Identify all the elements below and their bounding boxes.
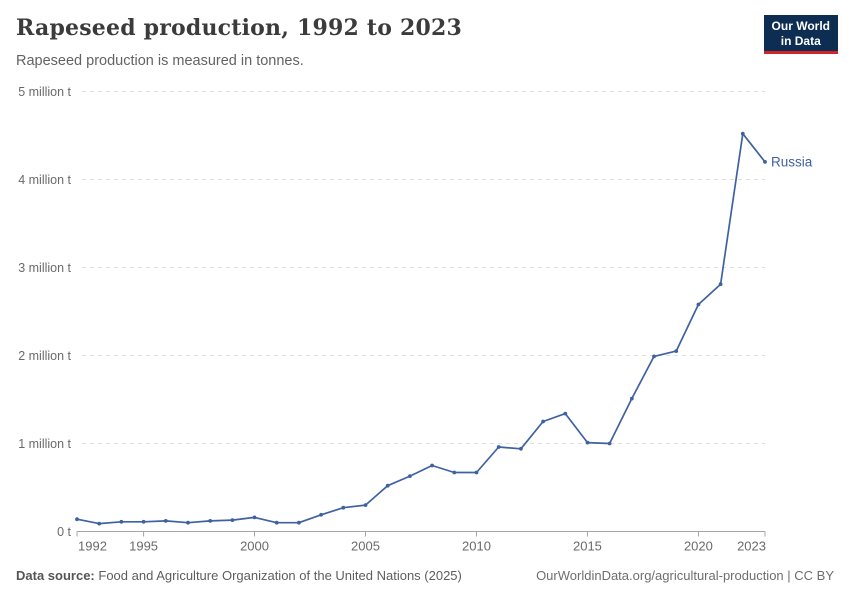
y-tick-label-4: 4 million t <box>18 173 71 187</box>
russia-line[interactable] <box>76 132 766 525</box>
data-source-text: Food and Agriculture Organization of the… <box>98 568 462 583</box>
owid-logo[interactable]: Our World in Data <box>763 15 838 54</box>
y-tick-label-3: 3 million t <box>18 261 71 275</box>
data-point-2023[interactable] <box>763 160 767 164</box>
chart-subtitle: Rapeseed production is measured in tonne… <box>16 53 304 69</box>
credit-link[interactable]: OurWorldinData.org/agricultural-producti… <box>536 568 834 583</box>
data-point-2009[interactable] <box>452 470 457 475</box>
chart-footer: Data source: Food and Agriculture Organi… <box>16 567 834 584</box>
owid-logo-line1: Our World <box>771 19 830 33</box>
data-point-1999[interactable] <box>230 518 235 522</box>
gridlines: 0 t 1 million t 2 million t 3 million t 4 mi… <box>18 85 765 539</box>
data-point-2004[interactable] <box>341 505 346 510</box>
series-label-russia[interactable]: Russia <box>771 154 813 169</box>
x-tick-label-1992: 1992 <box>78 539 107 554</box>
y-tick-label-2: 2 million t <box>18 349 71 363</box>
data-point-2012[interactable] <box>519 446 523 451</box>
page-title: Rapeseed production, 1992 to 2023 <box>16 15 462 41</box>
x-tick-label-1995: 1995 <box>129 539 158 554</box>
data-point-2015[interactable] <box>585 440 590 445</box>
data-point-2003[interactable] <box>319 512 323 517</box>
x-tick-label-2010: 2010 <box>462 539 491 554</box>
x-axis: 1992 1995 2000 2005 2010 2015 2020 2023 <box>76 531 766 554</box>
data-point-1996[interactable] <box>163 519 168 523</box>
data-point-1997[interactable] <box>186 520 190 525</box>
x-tick-label-2000: 2000 <box>240 539 269 554</box>
data-point-1995[interactable] <box>141 519 146 524</box>
data-point-2019[interactable] <box>674 349 679 353</box>
data-point-2021[interactable] <box>718 282 723 287</box>
y-tick-label-5: 5 million t <box>18 85 71 99</box>
data-point-2020[interactable] <box>696 302 701 307</box>
x-tick-label-2005: 2005 <box>351 539 380 554</box>
data-point-1993[interactable] <box>97 521 102 526</box>
data-point-2022[interactable] <box>740 131 745 136</box>
owid-logo-line2: in Data <box>780 33 821 48</box>
x-tick-label-2023: 2023 <box>737 539 766 554</box>
data-point-2014[interactable] <box>563 411 568 416</box>
data-point-1994[interactable] <box>119 519 124 524</box>
data-point-2006[interactable] <box>385 483 390 488</box>
x-tick-label-2015: 2015 <box>573 539 602 554</box>
data-point-1992[interactable] <box>75 517 79 522</box>
data-point-2000[interactable] <box>252 515 257 520</box>
x-tick-label-2020: 2020 <box>684 539 713 554</box>
data-point-2001[interactable] <box>274 520 279 525</box>
data-point-2002[interactable] <box>297 520 301 525</box>
y-tick-label-0: 0 t <box>57 525 71 539</box>
data-point-2011[interactable] <box>496 445 501 449</box>
data-point-2013[interactable] <box>541 419 545 424</box>
data-source-label: Data source: <box>16 568 95 583</box>
data-point-2005[interactable] <box>363 503 368 507</box>
data-point-2008[interactable] <box>430 463 434 468</box>
data-point-1998[interactable] <box>208 519 213 523</box>
data-source-note: Data source: Food and Agriculture Organi… <box>16 567 462 584</box>
data-point-2010[interactable] <box>474 470 479 475</box>
data-point-2007[interactable] <box>408 474 412 478</box>
series-russia: Russia <box>75 131 813 526</box>
data-point-2018[interactable] <box>652 354 656 359</box>
data-point-2016[interactable] <box>607 441 612 446</box>
data-point-2017[interactable] <box>629 396 634 401</box>
y-tick-label-1: 1 million t <box>18 437 71 451</box>
